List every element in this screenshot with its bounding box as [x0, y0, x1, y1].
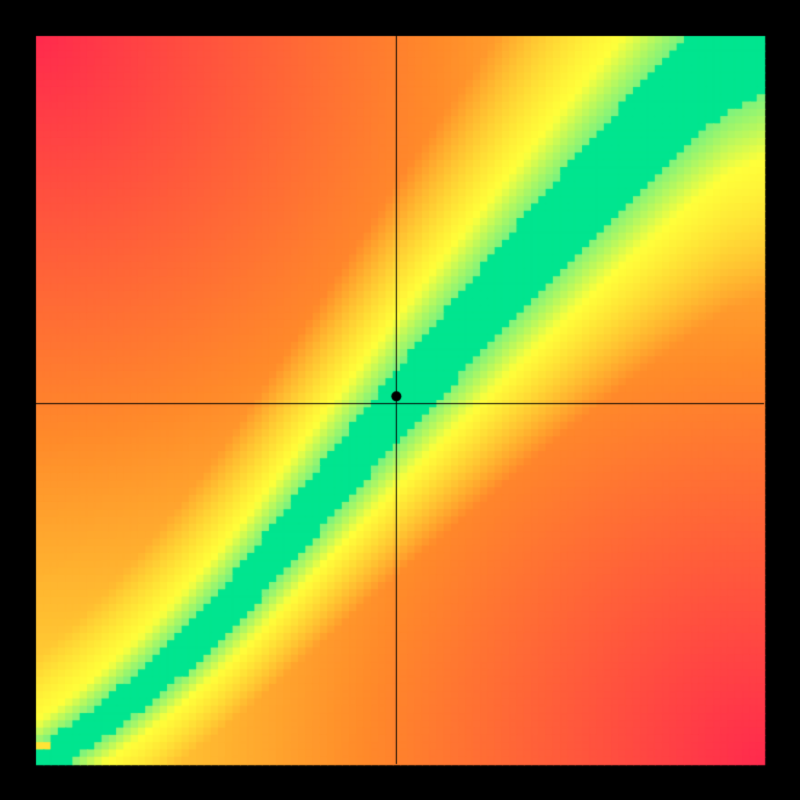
bottleneck-heatmap — [0, 0, 800, 800]
chart-container: TheBottleneck.com — [0, 0, 800, 800]
